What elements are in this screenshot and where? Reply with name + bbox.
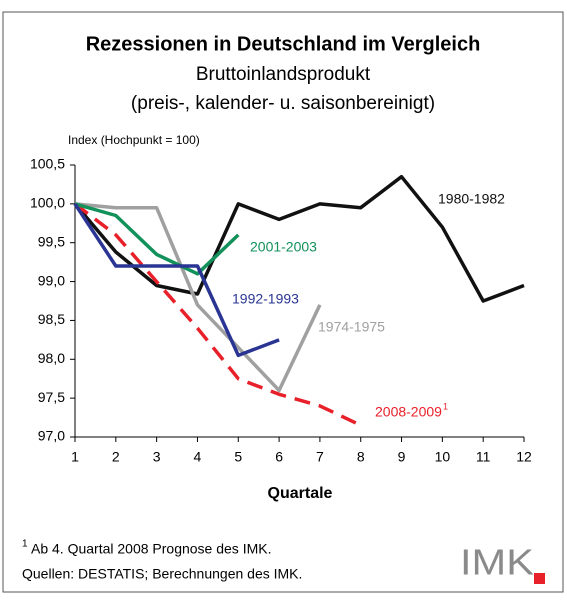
chart-subtitle: (preis-, kalender- u. saisonbereinigt) <box>131 93 435 114</box>
y-tick-label: 97,0 <box>38 428 65 444</box>
series-label: 2001-2003 <box>250 239 317 255</box>
y-tick-label: 97,5 <box>38 389 65 405</box>
y-tick-label: 100,0 <box>30 195 65 211</box>
footnote-mark: 1 <box>22 539 28 550</box>
series-line <box>74 202 322 393</box>
logo: IMK <box>460 542 534 583</box>
y-tick-label: 100,5 <box>30 156 65 172</box>
series-line <box>73 202 280 358</box>
series-label: 1974-1975 <box>318 319 385 335</box>
x-tick-label: 7 <box>316 449 324 465</box>
x-tick-label: 10 <box>435 449 451 465</box>
series-label: 1992-1993 <box>232 291 299 307</box>
x-tick-label: 8 <box>357 449 365 465</box>
chart-title: Rezessionen in Deutschland im Vergleich <box>86 33 481 55</box>
series-footnote-mark: 1 <box>443 401 448 411</box>
y-axis-label: Index (Hochpunkt = 100) <box>68 133 200 147</box>
y-tick-label: 98,0 <box>38 350 65 366</box>
y-tick-label: 98,5 <box>38 311 65 327</box>
series-label: 1980-1982 <box>438 191 505 207</box>
series-line <box>74 202 240 276</box>
series-line <box>73 202 362 427</box>
chart-subtitle: Bruttoinlandsprodukt <box>196 64 371 85</box>
y-tick-label: 99,0 <box>38 272 65 288</box>
x-tick-label: 9 <box>398 449 406 465</box>
logo-square <box>534 573 545 584</box>
series-line <box>73 174 525 303</box>
x-tick-label: 11 <box>476 449 491 465</box>
source: Quellen: DESTATIS; Berechnungen des IMK. <box>22 566 302 582</box>
x-tick-label: 2 <box>112 449 120 465</box>
x-tick-label: 3 <box>153 449 161 465</box>
series-label: 2008-2009 <box>375 404 442 420</box>
y-tick-label: 99,5 <box>38 233 65 249</box>
frame <box>2 11 564 593</box>
footnote: Ab 4. Quartal 2008 Prognose des IMK. <box>31 541 271 557</box>
x-tick-label: 12 <box>516 449 532 465</box>
x-axis-label: Quartale <box>268 485 333 502</box>
x-tick-label: 6 <box>275 449 283 465</box>
x-tick-label: 1 <box>71 449 79 465</box>
x-tick-label: 4 <box>194 449 202 465</box>
x-tick-label: 5 <box>234 449 242 465</box>
